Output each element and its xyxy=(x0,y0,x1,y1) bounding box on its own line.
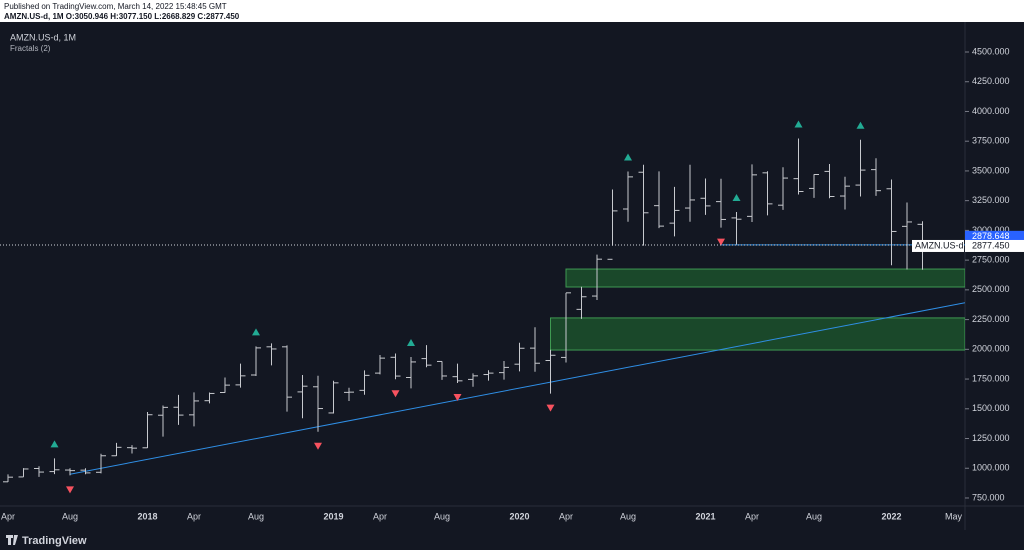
chart-subtitle: Fractals (2) xyxy=(10,44,51,53)
fractal-down xyxy=(391,390,400,398)
x-tick-label: May xyxy=(945,511,963,521)
logo xyxy=(6,535,18,545)
x-tick-label: 2020 xyxy=(509,511,529,521)
zone xyxy=(550,317,965,351)
y-tick-label: 1500.000 xyxy=(972,403,1010,413)
zone xyxy=(565,268,965,288)
x-tick-label: 2018 xyxy=(137,511,157,521)
y-tick-label: 2750.000 xyxy=(972,255,1010,265)
fractal-down xyxy=(717,238,725,246)
y-tick-label: 3500.000 xyxy=(972,165,1010,175)
y-tick-label: 4250.000 xyxy=(972,76,1010,86)
fractal-up xyxy=(624,153,632,161)
y-tick-label: 3000.000 xyxy=(972,225,1010,235)
chart-title: AMZN.US-d, 1M xyxy=(10,32,76,42)
y-tick-label: 2500.000 xyxy=(972,284,1010,294)
footer-bar xyxy=(0,530,1024,550)
fractal-up xyxy=(50,440,59,448)
x-tick-label: Aug xyxy=(62,511,78,521)
last-label-bg xyxy=(965,239,1024,252)
y-tick-label: 4000.000 xyxy=(972,106,1010,116)
y-tick-label: 3250.000 xyxy=(972,195,1010,205)
y-tick-label: 1750.000 xyxy=(972,373,1010,383)
x-tick-label: Apr xyxy=(1,511,15,521)
fractal-up xyxy=(732,193,741,201)
fractal-down xyxy=(66,486,74,494)
y-tick-label: 4500.000 xyxy=(972,46,1010,56)
x-tick-label: Aug xyxy=(248,511,264,521)
fractal-down xyxy=(546,404,555,412)
x-tick-label: Aug xyxy=(806,511,822,521)
x-tick-label: Aug xyxy=(434,511,450,521)
symbol-label-bg xyxy=(912,239,964,252)
y-tick-label: 1250.000 xyxy=(972,433,1010,443)
level-label-bg xyxy=(965,230,1024,243)
x-tick-label: 2022 xyxy=(881,511,901,521)
level-label: 2878.648 xyxy=(972,231,1010,241)
x-tick-label: Apr xyxy=(745,511,759,521)
fractal-up xyxy=(252,328,260,336)
symbol-label: AMZN.US-d xyxy=(915,240,964,250)
y-tick-label: 1000.000 xyxy=(972,463,1010,473)
y-tick-label: 2250.000 xyxy=(972,314,1010,324)
plot xyxy=(3,120,965,494)
x-tick-label: Aug xyxy=(620,511,636,521)
x-tick-label: 2021 xyxy=(695,511,715,521)
fractal-up xyxy=(794,120,803,128)
x-tick-label: 2019 xyxy=(323,511,343,521)
published: Published on TradingView.com, March 14, … xyxy=(4,2,227,11)
fractal-down xyxy=(453,393,462,401)
x-tick-label: Apr xyxy=(187,511,201,521)
y-tick-label: 2000.000 xyxy=(972,344,1010,354)
last-label: 2877.450 xyxy=(972,240,1010,250)
y-tick-label: 3750.000 xyxy=(972,136,1010,146)
trendline xyxy=(69,302,965,475)
x-tick-label: Apr xyxy=(373,511,387,521)
x-tick-label: Apr xyxy=(559,511,573,521)
fractal-up xyxy=(407,339,415,347)
y-tick-label: 750.000 xyxy=(972,492,1005,502)
fractal-up xyxy=(856,121,865,129)
fractal-down xyxy=(314,442,322,450)
status: AMZN.US-d, 1M O:3050.946 H:3077.150 L:26… xyxy=(4,12,240,21)
brand: TradingView xyxy=(22,535,87,547)
header-bar xyxy=(0,0,1024,22)
